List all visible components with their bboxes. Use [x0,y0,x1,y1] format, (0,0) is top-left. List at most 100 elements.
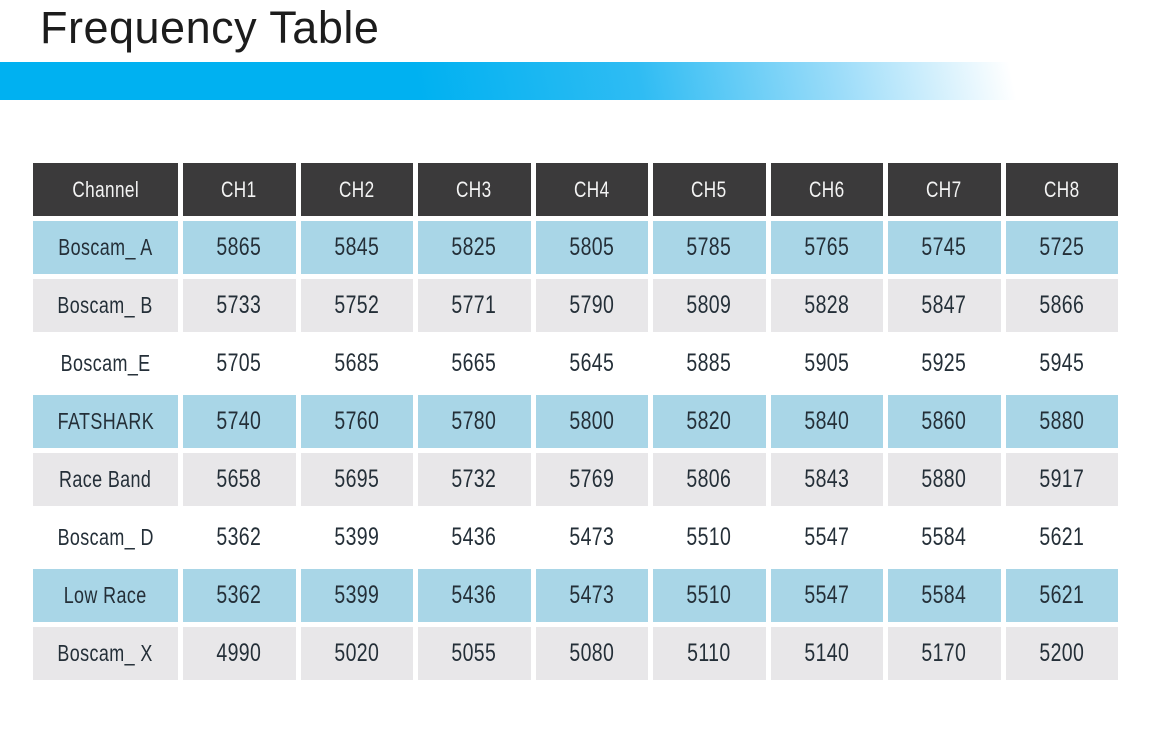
frequency-cell: 5584 [888,569,1001,622]
table-row: FATSHARK 5740 5760 5780 5800 5820 5840 5860 5880 [33,395,1118,448]
table-row: Low Race 5362 5399 5436 5473 5510 5547 5584 5621 [33,569,1118,622]
frequency-cell: 5436 [418,569,531,622]
frequency-cell: 5945 [1005,337,1118,390]
frequency-cell: 5695 [300,453,413,506]
frequency-cell: 5399 [300,511,413,564]
row-label-text: Boscam_ B [57,292,154,318]
frequency-cell: 5740 [183,395,296,448]
frequency-cell-text: 5020 [334,639,380,667]
row-label: Boscam_ A [33,221,178,274]
table-row: Boscam_ D 5362 5399 5436 5473 5510 5547 5584 562… [33,511,1118,564]
frequency-cell-text: 5769 [569,465,615,493]
frequency-cell: 5752 [300,279,413,332]
row-label: Boscam_E [33,337,178,390]
frequency-cell-text: 5745 [921,233,967,261]
column-header-ch4-text: CH4 [573,176,610,202]
frequency-cell: 5880 [1005,395,1118,448]
frequency-cell-text: 5725 [1039,233,1085,261]
frequency-cell: 5825 [418,221,531,274]
frequency-cell: 5866 [1005,279,1118,332]
row-label: FATSHARK [33,395,178,448]
frequency-cell-text: 5925 [921,349,967,377]
frequency-cell-text: 5547 [804,523,850,551]
frequency-cell-text: 5080 [569,639,615,667]
frequency-cell-text: 5866 [1039,291,1085,319]
table-row: Race Band 5658 5695 5732 5769 5806 5843 5880 591… [33,453,1118,506]
frequency-cell-text: 5473 [569,581,615,609]
row-label: Boscam_ X [33,627,178,680]
frequency-cell-text: 5665 [451,349,497,377]
frequency-cell: 5436 [418,511,531,564]
frequency-cell-text: 5800 [569,407,615,435]
column-header-ch8-text: CH8 [1043,176,1080,202]
frequency-cell-text: 5843 [804,465,850,493]
frequency-cell-text: 5685 [334,349,380,377]
frequency-cell: 5170 [888,627,1001,680]
frequency-cell-text: 5809 [686,291,732,319]
frequency-cell-text: 5621 [1039,523,1085,551]
frequency-cell-text: 5547 [804,581,850,609]
frequency-cell-text: 5695 [334,465,380,493]
column-header-ch2-text: CH2 [338,176,375,202]
page-title: Frequency Table [40,2,380,53]
frequency-cell-text: 5752 [334,291,380,319]
frequency-cell-text: 5840 [804,407,850,435]
frequency-cell: 5200 [1005,627,1118,680]
frequency-cell: 5399 [300,569,413,622]
frequency-cell: 5547 [770,569,883,622]
column-header-channel-text: Channel [72,176,139,202]
frequency-cell: 5780 [418,395,531,448]
frequency-cell-text: 5880 [1039,407,1085,435]
column-header-ch5: CH5 [653,163,766,216]
column-header-ch6-text: CH6 [808,176,845,202]
frequency-cell-text: 5362 [216,523,262,551]
table-row: Boscam_ A 5865 5845 5825 5805 5785 5765 5745 572… [33,221,1118,274]
frequency-cell-text: 5436 [451,523,497,551]
frequency-cell-text: 5790 [569,291,615,319]
frequency-cell: 5473 [535,569,648,622]
table-body: Boscam_ A 5865 5845 5825 5805 5785 5765 5745 572… [33,221,1118,680]
frequency-cell-text: 5820 [686,407,732,435]
frequency-cell-text: 5110 [687,639,731,667]
frequency-cell-text: 5845 [334,233,380,261]
frequency-cell: 5828 [770,279,883,332]
frequency-cell: 5665 [418,337,531,390]
frequency-cell-text: 5362 [216,581,262,609]
frequency-cell: 5885 [653,337,766,390]
column-header-ch1-text: CH1 [221,176,257,202]
frequency-cell: 5769 [535,453,648,506]
frequency-cell: 5621 [1005,569,1118,622]
row-label-text: FATSHARK [57,408,154,434]
frequency-cell: 5820 [653,395,766,448]
frequency-cell-text: 5740 [216,407,262,435]
frequency-cell-text: 5806 [686,465,732,493]
frequency-cell-text: 5828 [804,291,850,319]
frequency-cell: 5860 [888,395,1001,448]
frequency-cell-text: 5399 [334,581,380,609]
table-header-row: Channel CH1 CH2 CH3 CH4 CH5 CH6 CH7 CH8 [33,163,1118,216]
frequency-cell-text: 5658 [216,465,262,493]
frequency-cell-text: 5584 [921,523,967,551]
column-header-ch2: CH2 [300,163,413,216]
frequency-cell: 5020 [300,627,413,680]
column-header-ch8: CH8 [1005,163,1118,216]
frequency-cell: 5705 [183,337,296,390]
frequency-cell: 5905 [770,337,883,390]
frequency-cell: 5800 [535,395,648,448]
table-row: Boscam_ B 5733 5752 5771 5790 5809 5828 5847 586… [33,279,1118,332]
frequency-table: Channel CH1 CH2 CH3 CH4 CH5 CH6 CH7 CH8 Boscam_ … [33,163,1118,685]
frequency-cell-text: 5905 [804,349,850,377]
frequency-cell: 5732 [418,453,531,506]
frequency-cell: 5925 [888,337,1001,390]
frequency-cell: 5840 [770,395,883,448]
column-header-ch4: CH4 [535,163,648,216]
frequency-cell-text: 5705 [216,349,262,377]
frequency-cell-text: 5436 [451,581,497,609]
row-label: Low Race [33,569,178,622]
frequency-cell: 5584 [888,511,1001,564]
frequency-cell: 5806 [653,453,766,506]
frequency-cell-text: 5780 [451,407,497,435]
frequency-cell: 5845 [300,221,413,274]
frequency-cell-text: 5510 [686,581,732,609]
